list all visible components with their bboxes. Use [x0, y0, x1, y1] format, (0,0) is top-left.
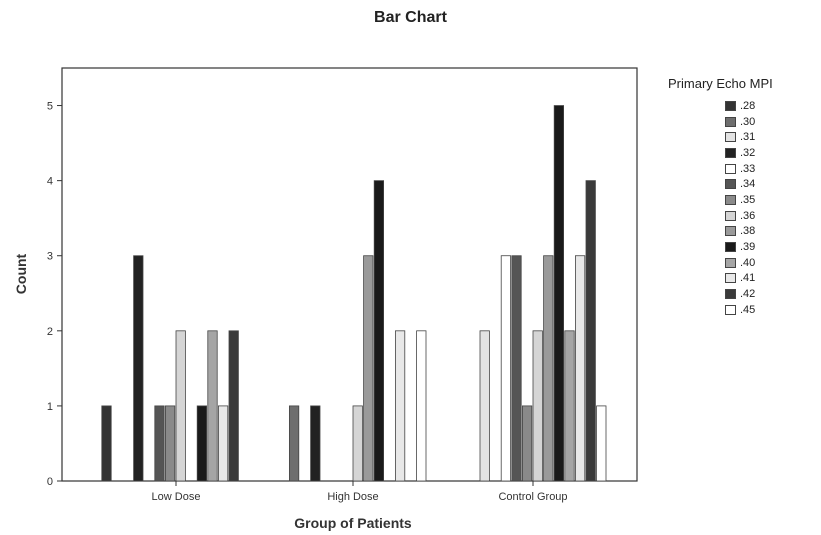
- bar: [288, 405, 300, 482]
- legend-swatch: [725, 304, 736, 315]
- legend-item: .42: [725, 286, 818, 302]
- bar: [575, 255, 586, 482]
- legend-swatch: [725, 194, 736, 205]
- y-tick-label: 1: [47, 401, 53, 413]
- legend-label: .32: [740, 146, 756, 159]
- legend-swatch: [725, 289, 736, 300]
- bar: [511, 255, 522, 482]
- legend-item: .34: [725, 176, 818, 192]
- chart-title: Bar Chart: [374, 9, 447, 26]
- legend-swatch: [725, 100, 736, 111]
- legend-swatch: [725, 179, 736, 190]
- legend-swatch: [725, 116, 736, 127]
- bar: [479, 330, 490, 482]
- legend-label: .38: [740, 225, 756, 238]
- y-tick-label: 3: [47, 251, 53, 263]
- bar: [553, 105, 565, 482]
- legend-label: .40: [740, 256, 756, 269]
- legend-item: .28: [725, 98, 818, 114]
- y-axis: 0 1 2 3 4 5: [47, 101, 62, 488]
- plot-frame: [61, 67, 638, 482]
- legend-label: .39: [740, 241, 756, 254]
- legend-item: .32: [725, 145, 818, 161]
- bar: [363, 255, 374, 482]
- bar: [154, 405, 165, 482]
- bar: [352, 405, 363, 482]
- legend-item: .45: [725, 302, 818, 318]
- bar: [207, 330, 218, 482]
- legend-label: .30: [740, 115, 756, 128]
- legend-swatch: [725, 147, 736, 158]
- y-tick-label: 4: [47, 176, 53, 188]
- x-tick-label: Control Group: [498, 491, 567, 503]
- bar: [564, 330, 575, 482]
- bars: [101, 105, 607, 482]
- bar: [175, 330, 186, 482]
- legend-item: .38: [725, 224, 818, 240]
- legend-label: .31: [740, 131, 756, 144]
- legend-swatch: [725, 226, 736, 237]
- bar: [394, 330, 406, 482]
- bar: [217, 405, 229, 482]
- bar: [585, 180, 596, 482]
- legend-item: .30: [725, 114, 818, 130]
- legend-item: .41: [725, 271, 818, 287]
- bar: [228, 330, 239, 482]
- y-tick-label: 5: [47, 101, 53, 113]
- legend-label: .33: [740, 162, 756, 175]
- legend-item: .31: [725, 129, 818, 145]
- legend-label: .34: [740, 178, 756, 191]
- bar: [522, 405, 533, 482]
- y-tick-label: 0: [47, 476, 53, 488]
- x-tick-label: Low Dose: [152, 491, 201, 503]
- y-axis-title: Count: [13, 253, 29, 294]
- legend-label: .45: [740, 303, 756, 316]
- bar: [373, 180, 385, 482]
- legend-label: .36: [740, 209, 756, 222]
- bar: [543, 255, 554, 482]
- bar: [416, 330, 427, 482]
- bar: [133, 255, 144, 482]
- legend-swatch: [725, 257, 736, 268]
- legend-item: .35: [725, 192, 818, 208]
- legend-swatch: [725, 132, 736, 143]
- legend-item: .39: [725, 239, 818, 255]
- legend-swatch: [725, 163, 736, 174]
- bar: [532, 330, 543, 482]
- bar: [196, 405, 207, 482]
- x-axis: Low Dose High Dose Control Group: [152, 481, 568, 503]
- legend-swatch: [725, 242, 736, 253]
- bar: [164, 405, 176, 482]
- bar: [596, 405, 607, 482]
- legend-items: .28 .30 .31 .32 .33 .34 .35 .36 .38 .39 .40 .41 .42.…: [668, 98, 818, 318]
- bar: [101, 405, 112, 482]
- legend: Primary Echo MPI .28 .30 .31 .32 .33 .34 .35 .3…: [668, 76, 818, 318]
- bar: [310, 405, 321, 482]
- legend-label: .42: [740, 288, 756, 301]
- legend-item: .36: [725, 208, 818, 224]
- legend-item: .40: [725, 255, 818, 271]
- y-tick-label: 2: [47, 326, 53, 338]
- legend-label: .35: [740, 193, 756, 206]
- bar: [500, 255, 512, 482]
- x-axis-title: Group of Patients: [294, 515, 412, 531]
- legend-label: .41: [740, 272, 756, 285]
- legend-title: Primary Echo MPI: [668, 76, 773, 91]
- legend-swatch: [725, 210, 736, 221]
- legend-swatch: [725, 273, 736, 284]
- legend-item: .33: [725, 161, 818, 177]
- legend-label: .28: [740, 99, 756, 112]
- x-tick-label: High Dose: [327, 491, 378, 503]
